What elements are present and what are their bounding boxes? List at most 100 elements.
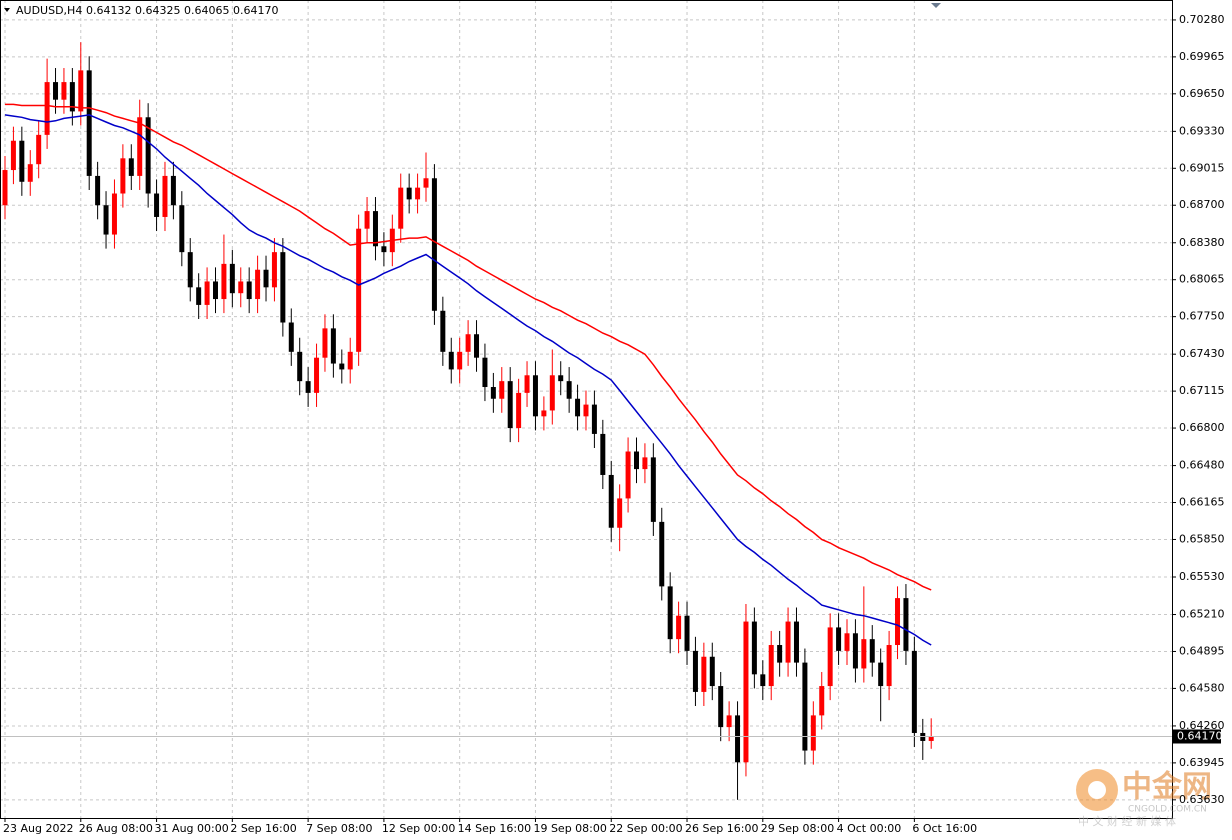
candle-body — [305, 381, 311, 393]
watermark-domain: CNGOLD.COM.CN — [1128, 805, 1207, 815]
candle-body — [482, 357, 488, 388]
candle-body — [196, 287, 202, 305]
candle-body — [128, 158, 134, 176]
menu-arrow — [4, 8, 10, 12]
candle-body — [297, 351, 303, 382]
candle-body — [162, 175, 168, 217]
candle-body — [53, 82, 59, 100]
x-tick-label: 2 Sep 16:00 — [230, 822, 296, 835]
candle-body — [406, 187, 412, 200]
candle-body — [61, 82, 67, 100]
candle-body — [2, 170, 8, 206]
candle-body — [314, 357, 320, 393]
candle-body — [676, 615, 682, 640]
current-price-label: 0.64170 — [1177, 729, 1223, 742]
x-tick-label: 14 Sep 16:00 — [458, 822, 531, 835]
candle-body — [760, 674, 766, 687]
candle-body — [238, 281, 244, 294]
y-tick-label: 0.65850 — [1179, 532, 1225, 545]
y-tick-label: 0.64895 — [1179, 644, 1225, 657]
x-tick-label: 22 Sep 00:00 — [609, 822, 682, 835]
candle-body — [499, 381, 505, 399]
candle-body — [154, 193, 160, 217]
candle-body — [726, 715, 732, 728]
candle-body — [532, 375, 538, 417]
candle-body — [608, 474, 614, 528]
candle-body — [381, 246, 387, 253]
candle-body — [861, 639, 867, 669]
candle-body — [415, 187, 421, 200]
plot-frame — [0, 0, 1173, 819]
candle-body — [709, 656, 715, 687]
candle-body — [36, 134, 42, 165]
candle-body — [86, 70, 92, 176]
candle-body — [103, 205, 109, 235]
candle-body — [137, 117, 143, 176]
moving-average — [5, 103, 932, 591]
candle-body — [751, 621, 757, 675]
candle-body — [617, 498, 623, 528]
moving-average — [4, 114, 932, 646]
candle-body — [457, 351, 463, 370]
candle-body — [27, 164, 33, 182]
candle-body — [78, 70, 84, 112]
candle-body — [667, 586, 673, 640]
candle-body — [718, 686, 724, 728]
candle-body — [895, 598, 901, 646]
candle-body — [490, 387, 496, 399]
candle-body — [246, 281, 252, 300]
candle-body — [583, 404, 589, 417]
candle-body — [549, 375, 555, 411]
candle-body — [507, 381, 513, 429]
watermark-slogan: 中 文 财 经 新 媒 体 — [1078, 814, 1176, 828]
candle-body — [566, 381, 572, 399]
y-tick-label: 0.69330 — [1179, 124, 1225, 137]
y-tick-label: 0.69015 — [1179, 161, 1225, 174]
y-tick-label: 0.66800 — [1179, 421, 1225, 434]
candle-body — [187, 252, 193, 288]
x-tick-label: 23 Aug 2022 — [3, 822, 73, 835]
candle-body — [255, 269, 261, 300]
x-tick-label: 7 Sep 08:00 — [306, 822, 372, 835]
candle-body — [634, 451, 639, 470]
x-tick-label: 31 Aug 00:00 — [155, 822, 229, 835]
candle-body — [423, 178, 429, 188]
watermark-logo-inner — [1088, 781, 1106, 799]
y-tick-label: 0.70280 — [1179, 13, 1225, 26]
candle-body — [516, 392, 522, 429]
candle-body — [650, 457, 656, 522]
y-tick-label: 0.65210 — [1179, 608, 1225, 621]
candle-body — [777, 645, 783, 663]
x-tick-label: 26 Aug 08:00 — [79, 822, 153, 835]
candle-body — [735, 715, 741, 763]
watermark-title: 中金网 — [1122, 770, 1212, 805]
candle-body — [836, 627, 842, 651]
y-tick-label: 0.64580 — [1179, 681, 1225, 694]
x-tick-label: 19 Sep 08:00 — [533, 822, 606, 835]
candle-body — [844, 633, 850, 651]
candle-body — [575, 398, 581, 417]
candle-body — [440, 310, 446, 352]
candle-body — [204, 281, 210, 305]
candle-body — [886, 645, 892, 687]
candle-body — [558, 375, 564, 382]
candle-body — [280, 252, 286, 323]
candle-body — [356, 228, 362, 352]
candle-body — [785, 621, 791, 663]
candle-body — [591, 404, 597, 434]
candle-body — [398, 187, 404, 229]
candle-body — [271, 252, 277, 288]
candle-body — [339, 363, 345, 370]
candle-body — [659, 521, 665, 587]
y-tick-label: 0.66165 — [1179, 496, 1225, 509]
candle-body — [541, 410, 547, 417]
candle-body — [263, 269, 269, 288]
ohlc-header: 0.64132 0.64325 0.64065 0.64170 — [86, 4, 278, 17]
candle-body — [819, 686, 825, 716]
candle-body — [684, 615, 690, 651]
watermark: 中金网 CNGOLD.COM.CN 中 文 财 经 新 媒 体 — [1076, 769, 1212, 828]
y-tick-label: 0.68380 — [1179, 236, 1225, 249]
candle-body — [878, 662, 884, 687]
candle-body — [743, 621, 749, 763]
